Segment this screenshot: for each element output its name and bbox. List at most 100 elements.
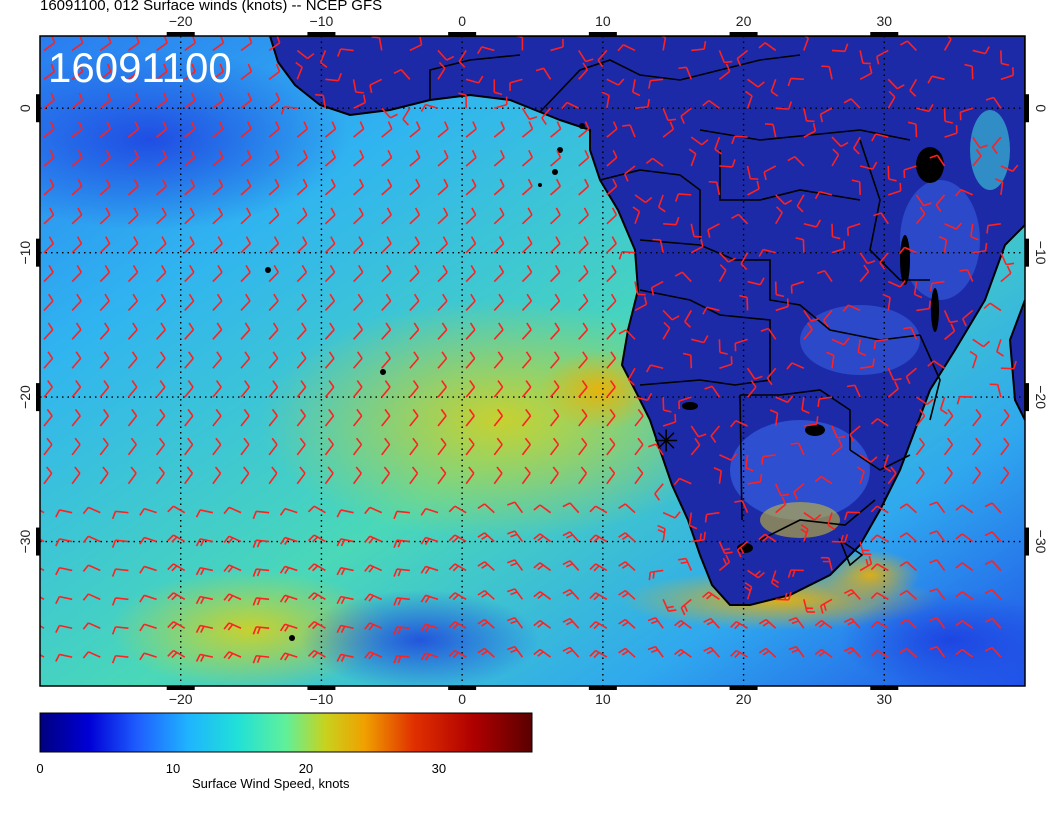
wind-barb — [624, 165, 636, 182]
wind-barb — [795, 237, 805, 253]
wind-barb — [710, 425, 721, 443]
wind-barb — [634, 408, 644, 427]
wind-barb — [944, 222, 963, 230]
wind-barb — [702, 306, 720, 315]
wind-barb — [240, 351, 251, 369]
wind-barb — [307, 534, 326, 543]
right-tick — [1025, 238, 1029, 267]
wind-barb — [994, 178, 1004, 196]
wind-barb — [139, 594, 157, 603]
wind-barb — [562, 588, 580, 600]
wind-barb — [71, 351, 82, 369]
wind-barb — [521, 178, 533, 196]
wind-barb — [803, 219, 822, 228]
wind-barb — [814, 190, 833, 200]
wind-barb — [578, 236, 589, 254]
wind-barb — [139, 507, 157, 516]
wind-barb — [730, 649, 748, 659]
left-tick — [36, 527, 40, 556]
wind-barb — [393, 626, 410, 635]
wind-barb — [747, 473, 763, 485]
wind-barb — [268, 207, 280, 225]
wind-barb — [381, 351, 391, 369]
wind-barb — [606, 380, 616, 398]
wind-barb — [212, 264, 223, 283]
wind-barb — [465, 351, 476, 369]
wind-barb — [184, 293, 195, 311]
wind-barb — [943, 108, 954, 124]
wind-barb — [859, 454, 878, 463]
wind-barb — [212, 92, 224, 109]
wind-barb — [1000, 50, 1010, 67]
wind-barb — [887, 90, 896, 109]
wind-barb — [240, 236, 252, 254]
wind-barb — [747, 569, 765, 579]
wind-barb — [252, 539, 270, 548]
left-tick-label: −30 — [17, 529, 33, 553]
wind-barb — [955, 648, 974, 658]
wind-barb — [55, 538, 73, 547]
wind-barb — [409, 36, 423, 52]
wind-barb — [650, 280, 664, 296]
wind-barb — [703, 646, 721, 658]
wind-barb — [758, 42, 777, 52]
wind-barb — [788, 616, 805, 629]
wind-barb — [943, 466, 953, 485]
wind-barb — [420, 565, 439, 574]
wind-barb — [437, 149, 449, 167]
wind-barb — [381, 437, 391, 456]
wind-barb — [268, 322, 279, 340]
wind-barb — [493, 466, 503, 485]
wind-barb — [578, 437, 588, 456]
wind-barb — [336, 566, 354, 576]
wind-barb — [550, 121, 562, 138]
wind-barb — [111, 626, 129, 635]
wind-barb — [859, 252, 876, 265]
wind-barb — [758, 647, 777, 658]
bottom-tick — [729, 686, 758, 690]
wind-barb — [82, 622, 101, 630]
wind-barb — [212, 408, 222, 427]
wind-barb — [381, 178, 393, 196]
wind-barb — [521, 207, 533, 225]
wind-barb — [212, 178, 224, 196]
wind-barb — [40, 624, 45, 629]
wind-barb — [364, 651, 383, 660]
wind-barb — [652, 238, 664, 253]
wind-barb — [465, 236, 477, 254]
wind-barb — [589, 621, 608, 630]
wind-barb — [549, 408, 560, 427]
wind-barb — [127, 322, 138, 340]
wind-barb — [268, 380, 279, 398]
wind-barb — [618, 250, 636, 260]
wind-barb — [99, 264, 111, 283]
wind-barb — [40, 567, 45, 572]
wind-barb — [465, 75, 484, 84]
wind-barb — [167, 563, 186, 572]
wind-barb — [803, 36, 810, 51]
wind-barb — [775, 298, 789, 312]
wind-barb — [597, 49, 608, 68]
wind-barb — [127, 121, 140, 138]
wind-barb — [606, 178, 618, 196]
wind-barb — [657, 194, 666, 213]
wind-barb — [409, 121, 421, 138]
wind-barb — [437, 207, 449, 225]
wind-barb — [803, 309, 819, 322]
wind-barb — [589, 649, 608, 659]
wind-barb — [71, 466, 81, 485]
wind-barb — [622, 124, 636, 138]
wind-barb — [465, 207, 477, 225]
wind-barb — [40, 596, 45, 601]
wind-barb — [352, 408, 363, 427]
wind-barb — [618, 329, 636, 340]
wind-barb — [223, 506, 242, 515]
wind-barb — [831, 240, 846, 254]
wind-barb — [662, 321, 671, 340]
wind-barb — [212, 466, 222, 485]
wind-barb — [972, 437, 982, 456]
wind-barb — [409, 293, 420, 311]
wind-barb — [279, 565, 298, 574]
wind-barb — [533, 504, 552, 514]
wind-barb — [507, 588, 524, 600]
